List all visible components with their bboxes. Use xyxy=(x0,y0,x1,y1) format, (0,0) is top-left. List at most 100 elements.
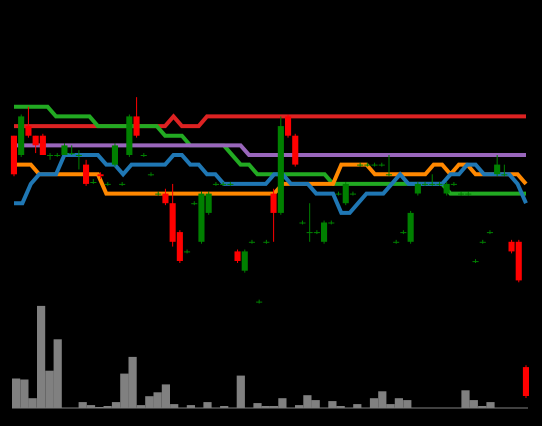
candle-body xyxy=(321,222,328,242)
candle-body xyxy=(385,174,392,176)
candle-body xyxy=(147,174,154,176)
volume-bar xyxy=(128,356,137,408)
volume-bar xyxy=(186,405,195,408)
candle-body xyxy=(248,241,255,243)
candle xyxy=(486,230,493,235)
candle xyxy=(458,191,465,196)
candle-body xyxy=(227,183,234,185)
candle xyxy=(263,239,270,244)
candle xyxy=(220,182,227,186)
candle xyxy=(126,114,133,157)
candle xyxy=(285,114,292,138)
volume-bar xyxy=(261,406,270,408)
candle xyxy=(422,182,429,186)
candle-body xyxy=(119,183,126,185)
candle-body xyxy=(140,155,147,156)
candle-body xyxy=(54,155,61,156)
candle-body xyxy=(313,232,320,234)
candle-body xyxy=(285,116,292,136)
candle xyxy=(450,182,457,186)
candle-body xyxy=(18,116,25,155)
candle-body xyxy=(61,145,68,155)
candle-body xyxy=(364,164,371,166)
candle-body xyxy=(292,135,299,165)
candle-body xyxy=(277,126,284,213)
candle xyxy=(54,153,61,157)
candle xyxy=(414,182,421,196)
candle xyxy=(212,182,219,186)
candle xyxy=(205,191,212,215)
candle xyxy=(321,220,328,244)
candle xyxy=(342,182,349,206)
candle-body xyxy=(414,183,421,194)
candle xyxy=(443,182,450,196)
candle-body xyxy=(400,232,407,234)
candle xyxy=(465,191,472,196)
candle-body xyxy=(212,183,219,185)
volume-bar xyxy=(478,406,487,408)
volume-bar xyxy=(353,404,362,408)
candle-body xyxy=(299,222,306,224)
candle-body xyxy=(205,193,212,213)
volume-bar xyxy=(220,406,229,408)
candle xyxy=(371,162,378,167)
candle xyxy=(25,106,32,138)
candle xyxy=(234,249,241,263)
candle xyxy=(140,153,147,157)
volume-bar xyxy=(86,405,96,408)
candle xyxy=(328,220,335,225)
candle xyxy=(198,191,205,244)
candle-body xyxy=(508,241,515,252)
candle xyxy=(83,159,90,186)
candle xyxy=(155,191,162,196)
candle-body xyxy=(378,164,385,166)
candle xyxy=(75,150,82,170)
volume-bar xyxy=(369,398,379,408)
candle-body xyxy=(479,241,486,243)
candle-body xyxy=(97,174,104,177)
candle xyxy=(479,239,486,244)
candle-body xyxy=(75,155,82,156)
candle-body xyxy=(133,116,140,136)
volume-bar xyxy=(386,404,395,408)
candle-body xyxy=(328,222,335,224)
candle-body xyxy=(169,203,176,242)
candle-body xyxy=(342,183,349,204)
volume-bar xyxy=(53,339,62,408)
candle xyxy=(68,145,75,155)
candle-body xyxy=(263,241,270,243)
candle xyxy=(104,182,111,186)
candle xyxy=(111,143,118,167)
candle-body xyxy=(371,164,378,166)
candle-body xyxy=(104,183,111,185)
candle xyxy=(515,239,522,283)
candle-body xyxy=(191,203,198,205)
candle xyxy=(292,133,299,167)
candle xyxy=(501,164,508,177)
candle-body xyxy=(357,164,364,166)
candle xyxy=(472,259,479,263)
volume-bar xyxy=(378,391,387,408)
candle xyxy=(299,220,306,225)
candle xyxy=(119,182,126,186)
candle xyxy=(364,162,371,167)
candle xyxy=(47,153,54,160)
candle xyxy=(176,230,183,263)
candle xyxy=(429,174,436,186)
volume-bar xyxy=(253,403,262,408)
candle-body xyxy=(393,241,400,243)
candle xyxy=(61,143,68,155)
candle-body xyxy=(349,193,356,195)
candle-body xyxy=(162,193,169,204)
candle xyxy=(248,239,255,244)
candle xyxy=(10,135,17,177)
candle xyxy=(162,188,169,206)
volume-bar xyxy=(153,392,162,408)
candle xyxy=(97,172,104,180)
candle xyxy=(270,188,277,242)
candle-body xyxy=(32,135,39,146)
candle-body xyxy=(111,145,118,165)
volume-bars xyxy=(12,305,528,409)
candle-body xyxy=(472,261,479,263)
